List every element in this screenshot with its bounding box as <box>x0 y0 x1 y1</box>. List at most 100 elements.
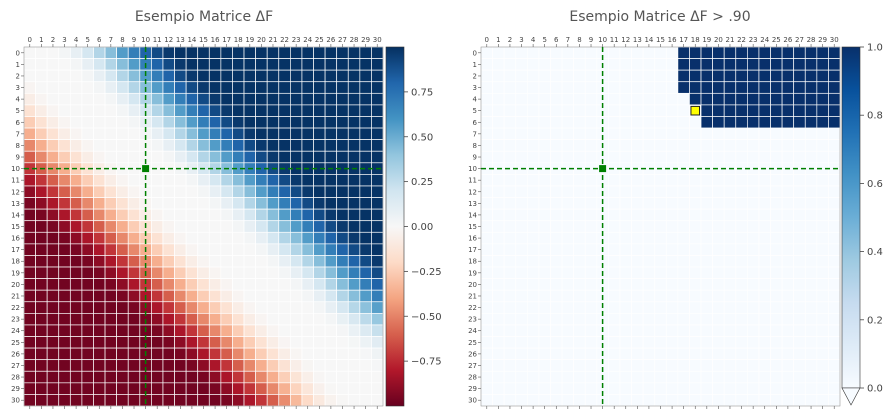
heatmap-cell <box>631 370 644 384</box>
heatmap-cell <box>770 81 783 94</box>
heatmap-cell <box>723 92 737 106</box>
heatmap-cell <box>723 58 737 71</box>
heatmap-cell <box>301 116 314 129</box>
heatmap-cell <box>619 104 632 117</box>
heatmap-cell <box>515 324 528 337</box>
heatmap-cell <box>359 301 372 314</box>
colorbar-right: 1.00.80.60.40.20.0 <box>841 43 883 406</box>
heatmap-cell <box>197 197 210 210</box>
heatmap-cell <box>770 266 783 279</box>
heatmap-cell <box>480 185 493 198</box>
heatmap-cell <box>538 266 551 279</box>
heatmap-cell <box>689 370 702 384</box>
heatmap-cell <box>197 255 210 268</box>
heatmap-cell <box>69 127 83 140</box>
heatmap-cell <box>255 278 268 291</box>
heatmap-cell <box>689 324 702 337</box>
heatmap-cell <box>69 150 83 164</box>
heatmap-cell <box>781 220 795 233</box>
heatmap-cell <box>35 139 48 152</box>
heatmap-cell <box>781 81 795 94</box>
heatmap-cell <box>492 92 505 106</box>
heatmap-cell <box>608 69 621 83</box>
heatmap-cell <box>480 116 493 129</box>
heatmap-cell <box>816 359 829 372</box>
heatmap-cell <box>104 220 117 233</box>
heatmap-cell <box>689 289 702 303</box>
heatmap-cell <box>347 301 361 314</box>
heatmap-cell <box>313 174 326 187</box>
heatmap-cell <box>735 301 748 314</box>
heatmap-cell <box>81 220 94 233</box>
colorbar-tick-label: 0.8 <box>867 111 883 122</box>
heatmap-cell <box>654 394 667 407</box>
heatmap-cell <box>816 208 829 222</box>
heatmap-cell <box>359 127 372 140</box>
heatmap-cell <box>804 301 818 314</box>
heatmap-cell <box>266 69 280 83</box>
heatmap-cell <box>93 174 106 187</box>
heatmap-cell <box>220 104 233 117</box>
heatmap-cell <box>631 150 644 164</box>
heatmap-cell <box>816 382 829 395</box>
heatmap-cell <box>538 231 551 245</box>
heatmap-cell <box>127 139 141 152</box>
heatmap-cell <box>480 336 493 349</box>
heatmap-cell <box>58 58 71 71</box>
heatmap-cell <box>162 370 175 384</box>
heatmap-cell <box>58 46 71 59</box>
heatmap-cell <box>23 278 36 291</box>
heatmap-cell <box>197 289 210 303</box>
heatmap-cell <box>336 301 349 314</box>
heatmap-cell <box>336 324 349 337</box>
heatmap-cell <box>359 185 372 198</box>
heatmap-cell <box>81 69 94 83</box>
heatmap-cell <box>58 278 71 291</box>
heatmap-cell <box>301 174 314 187</box>
heatmap-cell <box>642 81 656 94</box>
heatmap-cell <box>538 313 551 326</box>
heatmap-cell <box>93 278 106 291</box>
heatmap-cell <box>700 370 713 384</box>
heatmap-cell <box>116 104 129 117</box>
heatmap-cell <box>746 69 760 83</box>
heatmap-cell <box>81 197 94 210</box>
heatmap-cell <box>208 382 222 395</box>
heatmap-cell <box>336 394 349 407</box>
heatmap-cell <box>313 92 326 106</box>
colorbar-left-gradient <box>385 46 405 407</box>
heatmap-cell <box>492 324 505 337</box>
heatmap-cell <box>503 289 517 303</box>
heatmap-cell <box>347 81 361 94</box>
heatmap-cell <box>81 313 94 326</box>
heatmap-cell <box>550 58 563 71</box>
heatmap-cell <box>492 174 505 187</box>
heatmap-cell <box>220 220 233 233</box>
heatmap-cell <box>104 347 117 361</box>
heatmap-cell <box>243 255 256 268</box>
heatmap-cell <box>185 104 199 117</box>
heatmap-cell <box>492 394 505 407</box>
heatmap-cell <box>608 58 621 71</box>
heatmap-cell <box>359 278 372 291</box>
heatmap-cell <box>665 104 679 117</box>
heatmap-cell <box>619 197 632 210</box>
heatmap-cell <box>550 382 563 395</box>
heatmap-cell <box>185 150 199 164</box>
heatmap-cell <box>712 81 725 94</box>
heatmap-cell <box>197 301 210 314</box>
heatmap-cell <box>127 243 141 256</box>
heatmap-cell <box>208 220 222 233</box>
heatmap-cell <box>127 81 141 94</box>
heatmap-cell <box>561 220 574 233</box>
heatmap-cell <box>324 289 338 303</box>
heatmap-cell <box>619 150 632 164</box>
heatmap-cell <box>677 185 690 198</box>
y-tick-label: 15 <box>468 223 477 231</box>
heatmap-cell <box>58 174 71 187</box>
heatmap-cell <box>689 116 702 129</box>
heatmap-cell <box>781 185 795 198</box>
heatmap-cell <box>58 150 71 164</box>
heatmap-cell <box>255 92 268 106</box>
heatmap-cell <box>197 324 210 337</box>
